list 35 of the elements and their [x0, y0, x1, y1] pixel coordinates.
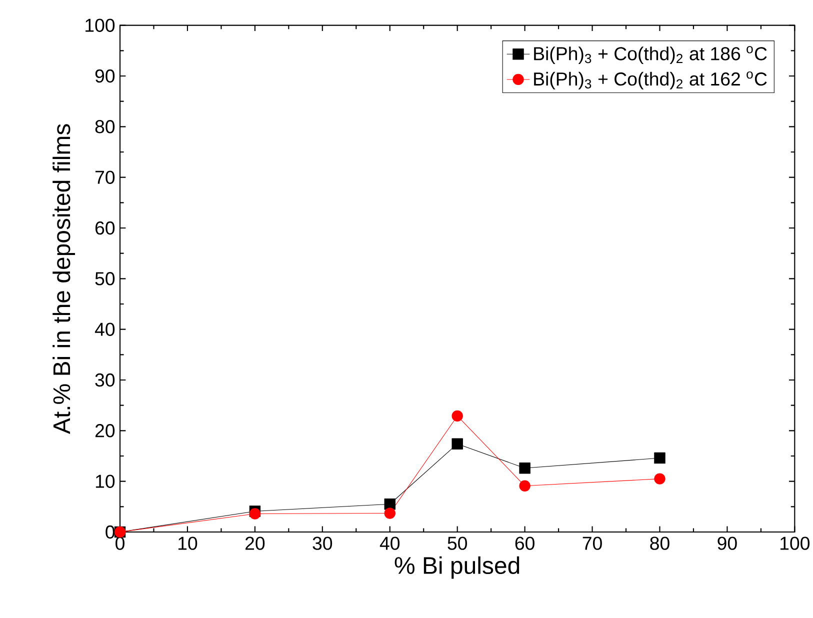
- y-tick-label: 100: [86, 18, 115, 32]
- y-tick-label: 90: [95, 69, 115, 83]
- x-tick-label: 20: [245, 536, 265, 550]
- y-axis-title: At.% Bi in the deposited films: [52, 124, 75, 434]
- point: [519, 462, 530, 474]
- y-tick-label: 60: [95, 221, 115, 235]
- x-tick-label: 90: [718, 536, 737, 550]
- point: [519, 480, 530, 492]
- y-tick-label: 80: [95, 120, 115, 134]
- y-tick-label: 0: [106, 525, 115, 539]
- x-tick-label: 60: [515, 536, 534, 550]
- x-tick-label: 40: [380, 536, 400, 550]
- y-tick-label: 50: [95, 272, 115, 286]
- point: [249, 508, 261, 520]
- x-tick-label: 0: [116, 536, 124, 550]
- x-tick-label: 30: [312, 536, 332, 550]
- y-tick-label: 30: [95, 373, 115, 387]
- x-tick-label: 80: [650, 536, 670, 550]
- point: [452, 410, 463, 422]
- point: [654, 452, 666, 464]
- y-tick-label: 70: [95, 170, 115, 184]
- legend-label: Bi(Ph)$_{3}$ + Co(thd)$_{2}$ at 162 $^{o}$C: [534, 71, 767, 90]
- point: [384, 508, 396, 519]
- y-tick-label: 20: [95, 424, 115, 438]
- point: [384, 498, 396, 510]
- x-tick-label: 10: [178, 536, 198, 550]
- point: [654, 473, 666, 484]
- x-tick-label: 100: [780, 536, 810, 550]
- x-tick-label: 50: [448, 536, 467, 550]
- point: [452, 438, 463, 450]
- y-tick-label: 10: [96, 474, 115, 488]
- y-tick-label: 40: [94, 322, 115, 336]
- legend-label: Bi(Ph)$_{3}$ + Co(thd)$_{2}$ at 186 $^{o}$C: [534, 46, 767, 64]
- x-axis-title: % Bi pulsed: [394, 556, 520, 579]
- x-tick-label: 70: [582, 536, 602, 550]
